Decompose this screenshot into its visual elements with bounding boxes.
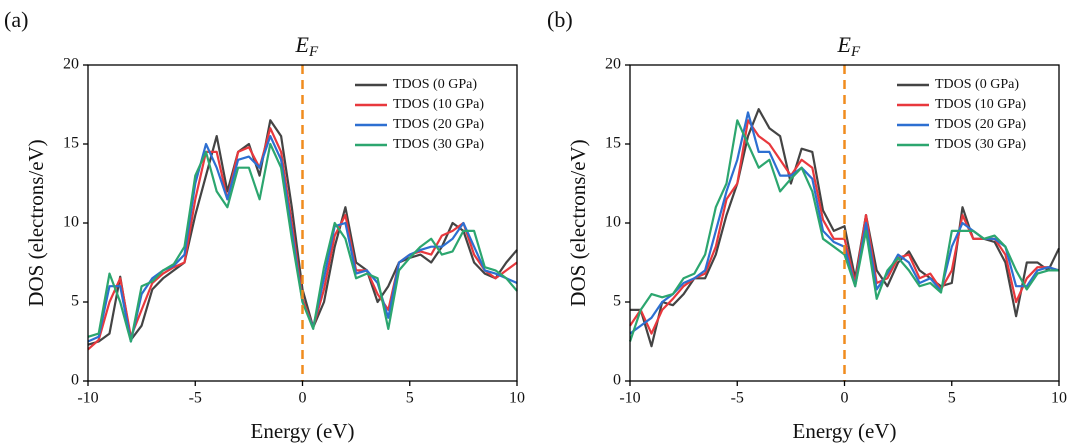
x-tick-label: 10: [509, 390, 525, 407]
y-tick-label: 5: [71, 293, 79, 310]
plot-frame: [629, 64, 1060, 382]
x-tick-label: -5: [731, 390, 744, 407]
series-line: [87, 119, 518, 346]
legend-label: TDOS (30 GPa): [393, 137, 484, 152]
panel: (b) -10 -5 0 5 10 0 5 10 15 20 Energy (eV) DOS (elec…: [547, 7, 1067, 443]
panel: (a) -10 -5 0 5 10 0 5 10 15 20 Energy (eV) DOS (elec…: [4, 7, 525, 443]
y-tick-label: 0: [613, 372, 621, 389]
series-line: [87, 142, 518, 343]
y-axis-label: DOS (electrons/eV): [566, 139, 590, 306]
legend-label: TDOS (30 GPa): [935, 137, 1026, 152]
y-tick-label: 10: [605, 214, 621, 231]
legend-label: TDOS (0 GPa): [393, 77, 477, 92]
plot-frame: [87, 64, 518, 382]
legend-label: TDOS (10 GPa): [935, 97, 1026, 112]
fermi-label: EF: [837, 32, 861, 60]
fermi-label-subscript: F: [308, 44, 319, 60]
panel-label: (b): [547, 7, 573, 32]
x-tick-label: 10: [1051, 390, 1067, 407]
y-tick-label: 20: [63, 56, 79, 73]
x-tick-label: 5: [406, 390, 414, 407]
x-axis-label: Energy (eV): [251, 419, 355, 443]
x-tick-label: -5: [189, 390, 202, 407]
legend-label: TDOS (20 GPa): [935, 117, 1026, 132]
y-tick-label: 20: [605, 56, 621, 73]
fermi-label-subscript: F: [850, 44, 861, 60]
legend-label: TDOS (10 GPa): [393, 97, 484, 112]
y-tick-label: 0: [71, 372, 79, 389]
fermi-label-text: E: [837, 32, 852, 57]
x-tick-label: 5: [948, 390, 956, 407]
x-tick-label: 0: [841, 390, 849, 407]
x-tick-label: -10: [77, 390, 98, 407]
fermi-label-text: E: [295, 32, 310, 57]
y-axis-label: DOS (electrons/eV): [24, 139, 48, 306]
fermi-label: EF: [295, 32, 319, 60]
x-tick-label: -10: [619, 390, 640, 407]
panel-label: (a): [4, 7, 28, 32]
series-line: [628, 119, 1059, 342]
legend-label: TDOS (0 GPa): [935, 77, 1019, 92]
y-tick-label: 15: [605, 135, 621, 152]
y-tick-label: 10: [63, 214, 79, 231]
x-axis-label: Energy (eV): [793, 419, 897, 443]
y-tick-label: 5: [613, 293, 621, 310]
legend-label: TDOS (20 GPa): [393, 117, 484, 132]
y-tick-label: 15: [63, 135, 79, 152]
x-tick-label: 0: [299, 390, 307, 407]
